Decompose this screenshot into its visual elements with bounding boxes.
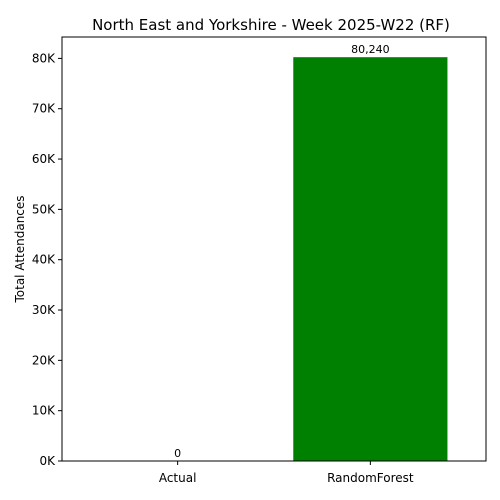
chart-title: North East and Yorkshire - Week 2025-W22… — [92, 16, 450, 34]
y-tick-label: 10K — [32, 404, 56, 418]
y-tick-label: 0K — [39, 454, 56, 468]
data-label-randomforest: 80,240 — [351, 43, 390, 56]
bar-randomforest — [293, 57, 448, 461]
y-axis-label: Total Attendances — [13, 195, 27, 303]
y-tick-label: 50K — [32, 202, 56, 216]
y-tick-label: 80K — [32, 51, 56, 65]
plot-area-frame — [61, 36, 487, 462]
data-labels-group: 0 80,240 — [174, 43, 389, 460]
y-tick-label: 30K — [32, 303, 56, 317]
x-tick-label-randomforest: RandomForest — [327, 471, 414, 485]
y-tick-label: 40K — [32, 253, 56, 267]
y-axis-ticks: 0K 10K 20K 30K 40K 50K 60K 70K 80K — [32, 51, 62, 468]
bars-group — [293, 57, 448, 461]
y-tick-label: 20K — [32, 353, 56, 367]
x-axis-ticks: Actual RandomForest — [159, 461, 414, 485]
y-tick-label: 70K — [32, 102, 56, 116]
data-label-actual: 0 — [174, 447, 181, 460]
x-tick-label-actual: Actual — [159, 471, 197, 485]
y-tick-label: 60K — [32, 152, 56, 166]
